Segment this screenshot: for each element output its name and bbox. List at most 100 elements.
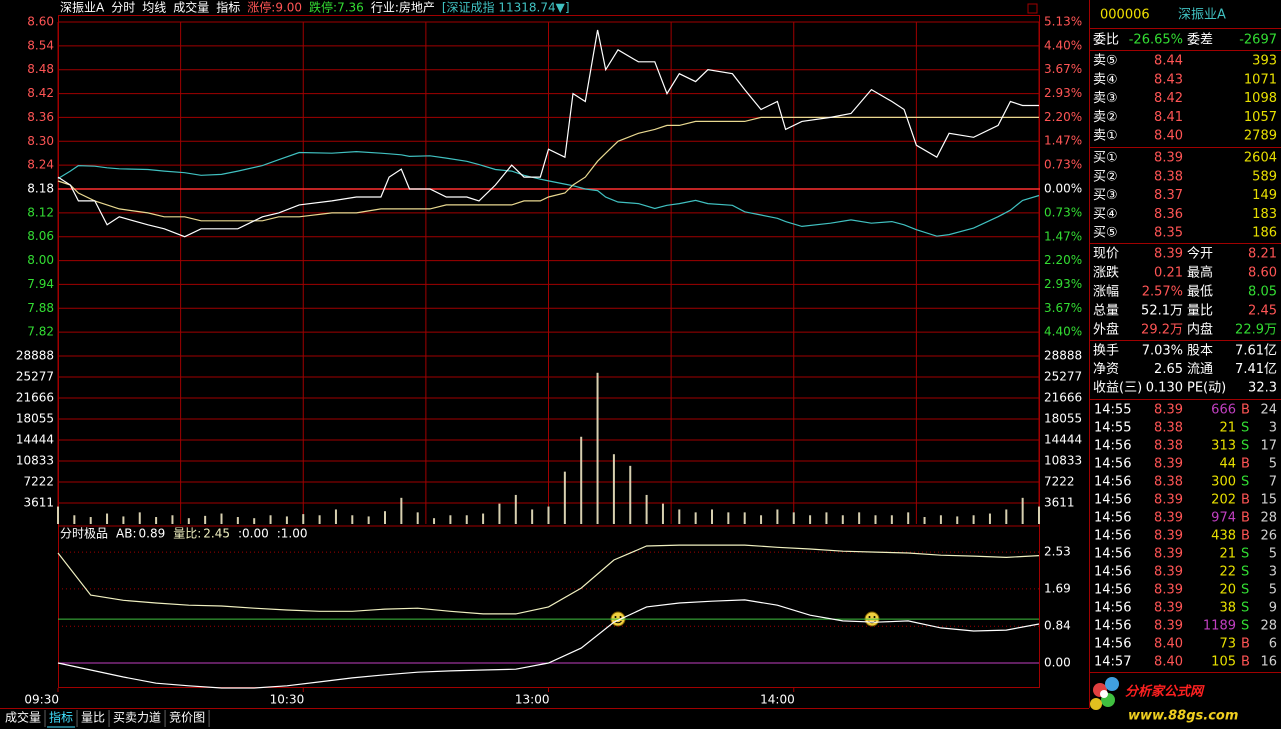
- trade-count: 9: [1269, 601, 1277, 616]
- trade-volume: 21: [1219, 547, 1236, 562]
- y-tick-label: 8.36: [27, 110, 54, 124]
- tab[interactable]: 量比: [81, 711, 105, 725]
- y-tick-label: 7.82: [27, 325, 54, 339]
- trade-price: 8.39: [1154, 493, 1183, 508]
- y-tick-label: 1.69: [1044, 581, 1071, 595]
- tab[interactable]: 指标: [49, 710, 73, 725]
- volume-bar: [563, 471, 566, 524]
- y2-tick-label: 2.93%: [1044, 277, 1082, 291]
- order-label: 买④: [1093, 207, 1118, 222]
- stat-label: 涨幅: [1093, 285, 1119, 300]
- stat-value: 8.21: [1248, 247, 1277, 262]
- trade-time: 14:56: [1094, 637, 1131, 652]
- trade-time: 14:56: [1094, 475, 1131, 490]
- volume-bar: [89, 517, 92, 524]
- order-volume: 183: [1252, 207, 1277, 222]
- volume-bar: [939, 515, 942, 524]
- header-item: 均线: [142, 1, 166, 15]
- trade-side: B: [1241, 511, 1250, 526]
- trade-price: 8.40: [1154, 637, 1183, 652]
- stat-value: 2.65: [1154, 362, 1183, 377]
- y-tick-label: 21666: [1044, 391, 1082, 405]
- header-item: 成交量: [173, 0, 209, 15]
- y2-tick-label: 2.20%: [1044, 253, 1082, 267]
- trade-time: 14:56: [1094, 529, 1131, 544]
- y-tick-label: 8.06: [27, 229, 54, 243]
- trade-volume: 21: [1219, 421, 1236, 436]
- y-tick-label: 8.30: [27, 134, 54, 148]
- order-price: 8.41: [1154, 110, 1183, 125]
- order-price: 8.43: [1154, 72, 1183, 87]
- volume-bar: [498, 503, 501, 524]
- tab[interactable]: 买卖力道: [113, 711, 161, 725]
- order-volume: 186: [1252, 226, 1277, 241]
- trade-time: 14:56: [1094, 619, 1131, 634]
- y-tick-label: 7222: [1044, 475, 1075, 489]
- stat-value: 7.61亿: [1235, 344, 1277, 359]
- volume-bar: [187, 518, 190, 524]
- y-tick-label: 10833: [16, 454, 54, 468]
- stat-label: 股本: [1187, 344, 1213, 359]
- stat-label: 外盘: [1093, 322, 1119, 338]
- trade-count: 15: [1260, 493, 1277, 508]
- volume-bar: [514, 494, 517, 524]
- trade-side: S: [1241, 565, 1249, 580]
- order-volume: 2604: [1244, 151, 1277, 166]
- trade-count: 17: [1260, 439, 1277, 454]
- trade-count: 28: [1260, 511, 1277, 526]
- volume-bar: [858, 512, 861, 524]
- trade-price: 8.38: [1154, 475, 1183, 490]
- order-label: 买①: [1093, 151, 1118, 166]
- trade-volume: 438: [1211, 529, 1236, 544]
- stock-name: 深振业A: [1178, 8, 1226, 23]
- volume-bar: [629, 465, 632, 524]
- trade-volume: 73: [1219, 637, 1236, 652]
- trade-volume: 974: [1211, 511, 1236, 526]
- y2-tick-label: 2.93%: [1044, 86, 1082, 100]
- volume-bar: [988, 513, 991, 524]
- trade-time: 14:56: [1094, 457, 1131, 472]
- stat-value: 8.60: [1248, 266, 1277, 281]
- series-line: [57, 116, 1039, 222]
- logo-name: 分析家公式网: [1125, 684, 1205, 700]
- volume-bar: [465, 515, 468, 524]
- trade-volume: 22: [1219, 565, 1236, 580]
- y-tick-label: 25277: [16, 370, 54, 384]
- legend-value: 0.89: [139, 527, 166, 541]
- volume-bar: [1021, 497, 1024, 524]
- order-price: 8.36: [1154, 207, 1183, 222]
- tab[interactable]: 竞价图: [169, 711, 205, 725]
- x-tick-label: 13:00: [515, 693, 550, 707]
- label: 委比: [1093, 33, 1119, 48]
- volume-bar: [122, 516, 125, 524]
- trade-count: 5: [1269, 457, 1277, 472]
- value: -2697: [1239, 33, 1277, 48]
- volume-bar: [661, 503, 664, 524]
- stat-value: 2.45: [1248, 304, 1277, 319]
- x-tick-label: 10:30: [270, 693, 305, 707]
- level-label: :1.00: [277, 527, 308, 541]
- y2-tick-label: 0.73%: [1044, 205, 1082, 219]
- volume-bar: [645, 494, 648, 524]
- trade-count: 3: [1269, 565, 1277, 580]
- stat-value: 32.3: [1248, 381, 1277, 396]
- volume-bar: [204, 515, 207, 524]
- order-volume: 393: [1252, 54, 1277, 69]
- trade-count: 5: [1269, 583, 1277, 598]
- volume-bar: [890, 515, 893, 524]
- y-tick-label: 8.54: [27, 38, 54, 52]
- volume-bar: [956, 516, 959, 524]
- order-volume: 1071: [1244, 72, 1277, 87]
- y-tick-label: 21666: [16, 391, 54, 405]
- stat-value: 0.130: [1146, 381, 1183, 396]
- value: -26.65%: [1129, 33, 1183, 48]
- stat-label: 今开: [1187, 246, 1213, 262]
- tab[interactable]: 成交量: [5, 710, 41, 725]
- volume-bar: [825, 512, 828, 524]
- order-price: 8.42: [1154, 91, 1183, 106]
- volume-bar: [531, 509, 534, 524]
- y-tick-label: 8.18: [27, 182, 54, 196]
- series-line: [57, 150, 1040, 237]
- stat-label: 现价: [1093, 247, 1119, 262]
